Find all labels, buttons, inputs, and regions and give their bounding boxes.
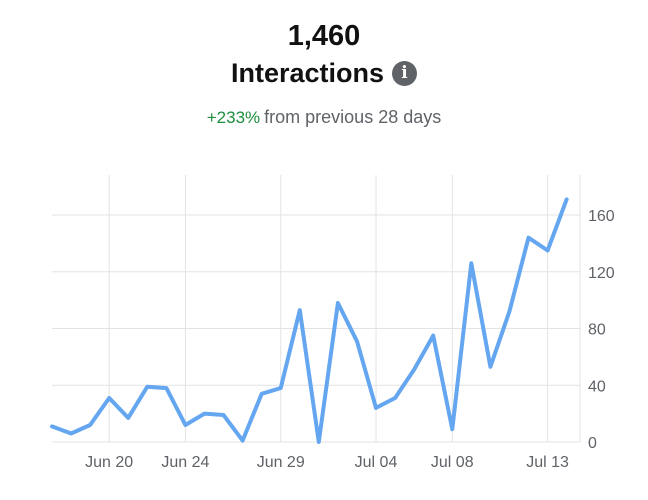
x-tick-label: Jul 04 <box>355 454 398 471</box>
change-text: from previous 28 days <box>264 107 442 127</box>
x-tick-label: Jul 08 <box>431 454 474 471</box>
series-line <box>50 197 569 444</box>
y-tick-label: 40 <box>588 378 606 395</box>
change-percent: +233% <box>206 108 261 127</box>
change-summary: +233% from previous 28 days <box>0 105 648 130</box>
metric-label: Interactions <box>230 58 385 88</box>
x-tick-label: Jul 13 <box>526 454 569 471</box>
y-tick-label: 120 <box>588 265 615 282</box>
x-tick-label: Jun 20 <box>85 454 133 471</box>
x-tick-label: Jun 29 <box>257 454 305 471</box>
x-tick-label: Jun 24 <box>161 454 209 471</box>
metric-value: 1,460 <box>287 20 361 52</box>
y-tick-label: 160 <box>588 208 615 225</box>
metric-label-row: Interactions i <box>0 55 648 91</box>
y-tick-label: 0 <box>588 435 597 452</box>
info-icon[interactable]: i <box>392 60 418 86</box>
y-tick-label: 80 <box>588 322 606 339</box>
